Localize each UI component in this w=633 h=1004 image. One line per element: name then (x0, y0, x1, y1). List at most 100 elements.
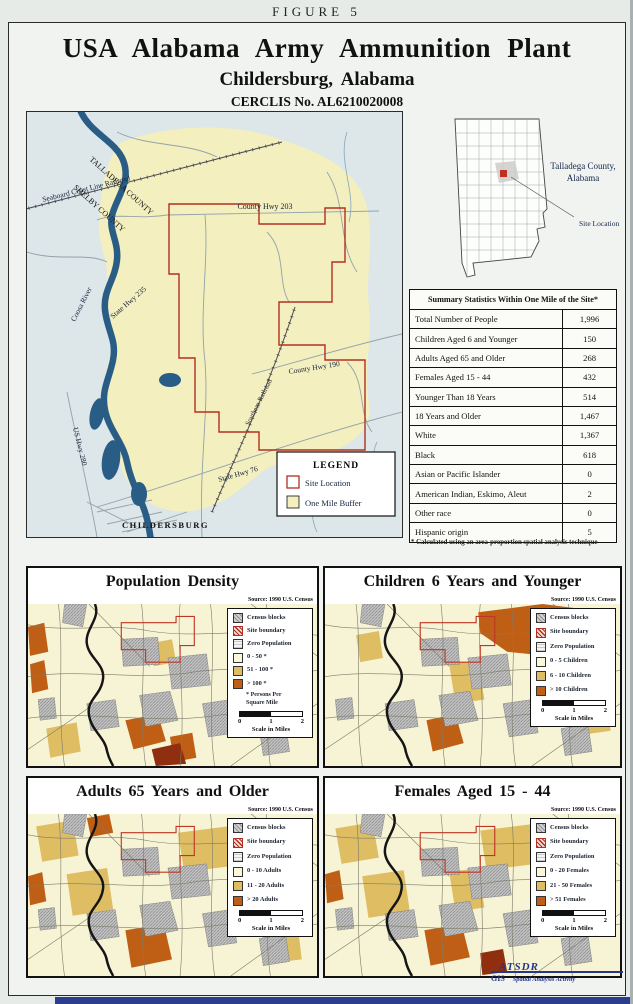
legend-item: > 20 Adults (233, 895, 309, 906)
site-boundary-swatch (233, 837, 243, 848)
stats-title: Summary Statistics Within One Mile of th… (409, 289, 617, 310)
minimap-adults-65-and-older: Adults 65 Years and Older Source: 1990 U… (26, 776, 319, 978)
summary-statistics-table: Summary Statistics Within One Mile of th… (409, 289, 617, 543)
scale-caption: Scale in Miles (251, 726, 291, 734)
page-subtitle: Childersburg, Alabama (219, 69, 415, 90)
us-hwy-280-label: US Hwy 280 (71, 426, 89, 466)
class-mid-swatch (536, 671, 546, 681)
table-row: White 1,367 (409, 425, 617, 446)
census-blocks-swatch (233, 613, 243, 623)
zero-population-swatch (233, 639, 243, 650)
legend-item: Zero Population (536, 642, 612, 652)
site-location-marker (500, 170, 507, 177)
minimap-legend: Census blocks Site boundary Zero Populat… (227, 818, 313, 937)
table-row: 18 Years and Older 1,467 (409, 405, 617, 426)
legend-item: > 10 Children (536, 685, 612, 696)
zero-population-swatch (536, 642, 546, 652)
table-row: Hispanic origin 5 (409, 522, 617, 542)
table-row: Younger Than 18 Years 514 (409, 386, 617, 407)
logo-tagline: Spatial Analysis Activity (512, 976, 576, 983)
scale-bar-graphic (542, 700, 606, 706)
scale-caption: Scale in Miles (554, 925, 594, 932)
minimap-svg (325, 814, 620, 976)
seaboard-railroad-line (27, 140, 283, 211)
legend-footnote: * Persons Per Square Mile (246, 692, 282, 706)
table-row: Children Aged 6 and Younger 150 (409, 328, 617, 349)
site-boundary-swatch (536, 837, 546, 848)
census-blocks-swatch (536, 823, 546, 833)
scale-bar-graphic (239, 711, 303, 718)
inset-county-line1: Talladega County, (550, 161, 615, 171)
lakes (89, 373, 181, 506)
class-low-swatch (233, 866, 243, 877)
coosa-river-label: Coosa River (69, 285, 94, 323)
minimap-source: Source: 1990 U.S. Census (550, 597, 616, 603)
legend-item: Zero Population (233, 639, 309, 650)
scale-caption: Scale in Miles (554, 715, 594, 722)
cerclis-number: CERCLIS No. AL6210020008 (230, 94, 404, 109)
minimap-population-density: Population Density Source: 1990 U.S. Cen… (26, 566, 319, 768)
table-row: Adults Aged 65 and Older 268 (409, 347, 617, 368)
class-low-swatch (536, 866, 546, 877)
legend-item: 51 - 100 * (233, 665, 309, 676)
minimap-legend: Census blocks Site boundary Zero Populat… (530, 608, 616, 727)
class-high-swatch (233, 895, 243, 906)
census-blocks-swatch (233, 823, 243, 833)
class-high-swatch (233, 678, 243, 689)
agency-name: ATSDR (499, 961, 539, 973)
minimap-children-6-and-younger: Children 6 Years and Younger Source: 199… (323, 566, 622, 768)
legend-item: Site boundary (536, 837, 612, 848)
gis-label: GIS (491, 974, 505, 983)
one-mile-buffer-swatch (286, 495, 300, 509)
alabama-inset-map: Talladega County, Alabama Site Location (427, 113, 627, 285)
scan-bottom-bar (55, 997, 633, 1004)
census-blocks-swatch (536, 613, 546, 623)
inset-site-label: Site Location (579, 219, 619, 228)
table-row: Black 618 (409, 444, 617, 465)
minimap-source: Source: 1990 U.S. Census (550, 807, 616, 813)
legend-item: Zero Population (536, 852, 612, 862)
inset-county-line2: Alabama (567, 173, 599, 183)
legend-title: LEGEND (313, 461, 359, 471)
minimap-source: Source: 1990 U.S. Census (247, 597, 313, 603)
table-row: Other race 0 (409, 502, 617, 523)
zero-population-swatch (536, 852, 546, 862)
legend-item: 0 - 20 Females (536, 866, 612, 877)
class-low-swatch (536, 656, 546, 667)
legend-item: 21 - 50 Females (536, 881, 612, 891)
minimap-title: Population Density (105, 573, 240, 590)
southern-railroad-line (210, 306, 297, 513)
site-boundary-swatch (536, 627, 546, 638)
class-low-swatch (233, 652, 243, 663)
legend-item: Census blocks (536, 613, 612, 623)
minimap-title: Females Aged 15 - 44 (394, 783, 551, 800)
road-network (27, 131, 402, 537)
site-boundary-swatch (233, 626, 243, 637)
legend-item: 0 - 5 Children (536, 656, 612, 667)
legend-item: Site boundary (536, 627, 612, 638)
scale-bar-graphic (542, 910, 606, 916)
scan-page-edge (630, 0, 633, 1004)
site-boundary (168, 203, 366, 451)
legend-item: Census blocks (233, 823, 309, 833)
zero-population-swatch (233, 852, 243, 862)
main-map-svg: Seaboard Coast Line Railroad TALLADEGA C… (27, 112, 402, 537)
table-row: American Indian, Eskimo, Aleut 2 (409, 483, 617, 504)
inset-svg: Talladega County, Alabama Site Location (454, 118, 619, 278)
site-leader-line (510, 176, 575, 218)
legend-buffer-label: One Mile Buffer (305, 498, 362, 508)
site-location-swatch (286, 475, 300, 489)
legend-item: 6 - 10 Children (536, 671, 612, 681)
legend-item: Site boundary (233, 837, 309, 848)
legend-item: 11 - 20 Adults (233, 881, 309, 891)
legend-item: 0 - 50 * (233, 652, 309, 663)
legend-item: > 100 * (233, 678, 309, 689)
scale-caption: Scale in Miles (251, 925, 291, 932)
minimap-females-15-44: Females Aged 15 - 44 Source: 1990 U.S. C… (323, 776, 622, 978)
city-label: CHILDERSBURG (122, 520, 209, 530)
logo-rule (491, 971, 623, 973)
class-mid-swatch (233, 881, 243, 891)
figure-frame: USA Alabama Army Ammunition Plant Childe… (8, 22, 626, 996)
